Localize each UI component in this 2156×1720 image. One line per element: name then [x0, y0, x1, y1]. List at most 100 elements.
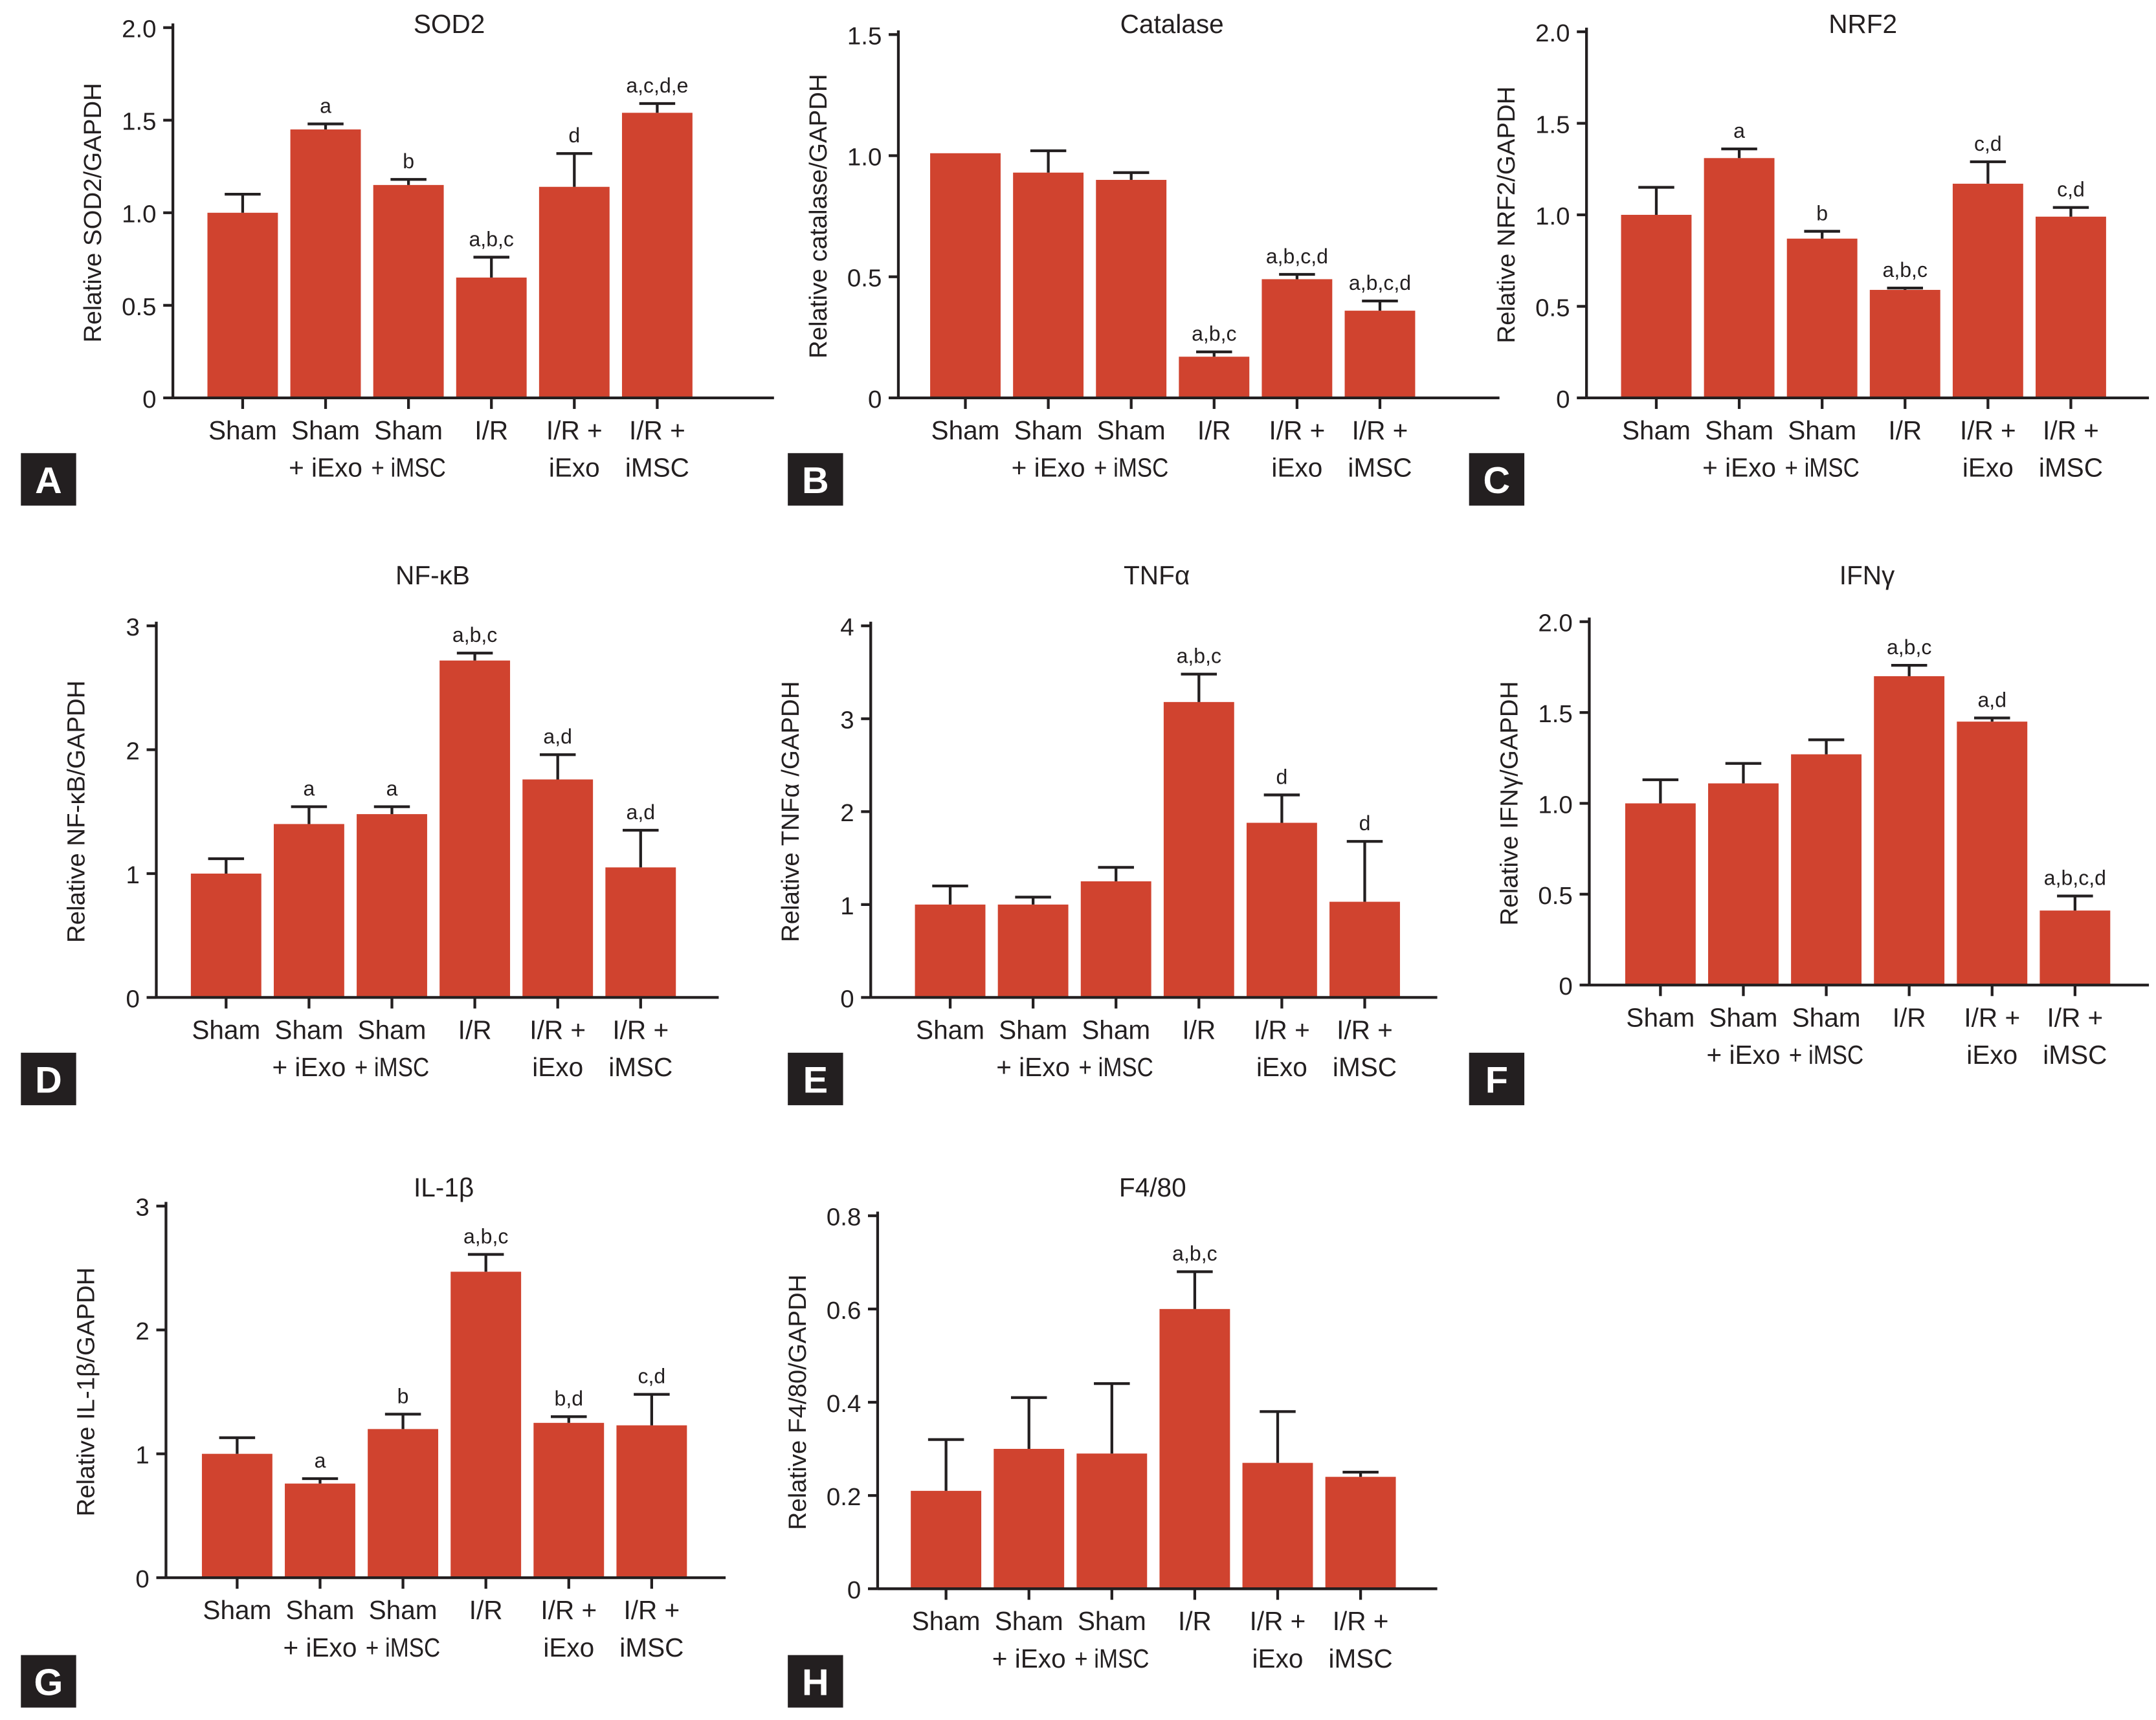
bar — [1076, 1453, 1148, 1589]
significance-label: a,d — [1978, 688, 2007, 711]
panel-f: Sham Sham + iExo Sham + iMSC a,b,c I/R a,d I/R +… — [1469, 560, 2150, 1105]
x-tick-label: I/R — [1893, 1002, 1926, 1032]
y-axis-label: Relative TNFα /GAPDH — [777, 681, 805, 943]
x-tick-label: + iExo — [1012, 453, 1085, 483]
x-tick-label: Sham — [274, 1015, 343, 1044]
bar — [1159, 1308, 1230, 1589]
x-tick-label: + iExo — [283, 1633, 357, 1662]
x-tick-label: iExo — [1966, 1040, 2017, 1070]
significance-label: a,b,c — [463, 1224, 508, 1248]
x-tick-label: + iExo — [996, 1052, 1070, 1082]
y-axis-label: Relative F4/80/GAPDH — [784, 1275, 812, 1530]
significance-label: a,b,c — [1192, 322, 1236, 346]
x-tick-label: I/R + — [612, 1015, 669, 1044]
bar — [450, 1272, 522, 1578]
y-tick-label: 1.5 — [1538, 700, 1572, 728]
significance-label: c,d — [2057, 178, 2085, 201]
x-tick-label: iExo — [532, 1052, 583, 1082]
y-tick-label: 1.0 — [1535, 203, 1570, 230]
x-tick-label: I/R + — [623, 1595, 680, 1625]
chart-title: TNFα — [1124, 560, 1190, 590]
bar — [930, 153, 1001, 398]
y-tick-label: 1 — [126, 861, 140, 889]
bar — [1080, 881, 1151, 998]
bar — [539, 186, 610, 398]
bar — [190, 873, 261, 998]
bar — [357, 814, 427, 998]
y-tick-label: 0 — [1559, 973, 1572, 1000]
x-tick-label: I/R + — [1960, 415, 2016, 445]
panel-label-box — [21, 453, 76, 506]
significance-label: a,b,c,d — [1349, 271, 1411, 294]
panel-label-box — [1469, 453, 1525, 506]
x-tick-label: I/R + — [540, 1595, 597, 1625]
bar — [1096, 179, 1167, 398]
chart-title: NF-κB — [395, 560, 470, 590]
y-tick-label: 2.0 — [1538, 610, 1572, 637]
bar — [605, 867, 676, 998]
y-tick-label: 0 — [868, 386, 882, 413]
significance-label: a,b,c — [1177, 645, 1221, 668]
y-tick-label: 0 — [135, 1565, 149, 1593]
panel-label: F — [1485, 1060, 1508, 1101]
y-tick-label: 0.6 — [827, 1297, 861, 1325]
x-tick-label: + iMSC — [355, 1052, 429, 1082]
bar — [1625, 803, 1696, 986]
bar — [1621, 214, 1692, 398]
y-tick-label: 2 — [135, 1318, 149, 1345]
x-tick-label: Sham — [912, 1606, 981, 1636]
x-tick-label: iMSC — [1348, 453, 1412, 483]
x-tick-label: Sham — [1709, 1002, 1778, 1032]
bar — [1704, 158, 1775, 398]
y-tick-label: 0.5 — [1535, 294, 1570, 322]
x-tick-label: I/R + — [1352, 415, 1408, 445]
significance-label: d — [568, 124, 580, 147]
y-tick-label: 2 — [126, 738, 140, 766]
x-tick-label: I/R + — [2043, 415, 2099, 445]
x-tick-label: Sham — [1082, 1015, 1150, 1044]
x-tick-label: Sham — [374, 415, 443, 445]
panel-label: D — [35, 1060, 62, 1101]
significance-label: a,b,c,d — [2044, 866, 2106, 890]
significance-label: a — [315, 1449, 326, 1472]
y-tick-label: 4 — [840, 613, 854, 641]
panel-label-box — [788, 1655, 843, 1708]
y-axis-label: Relative SOD2/GAPDH — [79, 83, 107, 342]
bar — [1874, 676, 1945, 986]
significance-label: a,b,c — [469, 227, 514, 250]
x-tick-label: + iMSC — [1789, 1040, 1863, 1070]
chart-title: SOD2 — [414, 9, 485, 39]
x-tick-label: + iMSC — [1079, 1052, 1153, 1082]
x-tick-label: I/R — [1182, 1015, 1216, 1044]
bar — [1869, 289, 1940, 398]
x-tick-label: Sham — [1792, 1002, 1861, 1032]
y-tick-label: 0 — [847, 1576, 861, 1604]
x-tick-label: Sham — [1788, 415, 1856, 445]
bar — [2039, 910, 2111, 986]
x-tick-label: iExo — [549, 453, 600, 483]
bar — [1013, 172, 1084, 398]
x-tick-label: iExo — [1256, 1052, 1307, 1082]
y-tick-label: 1.5 — [122, 108, 156, 136]
panel-b: Sham Sham + iExo Sham + iMSC a,b,c I/R a,b,c,d I… — [788, 9, 1500, 506]
bar — [1952, 183, 2023, 398]
x-tick-label: I/R — [1197, 415, 1231, 445]
significance-label: a,b,c — [452, 623, 497, 646]
x-tick-label: Sham — [1705, 415, 1773, 445]
x-tick-label: I/R + — [1269, 415, 1326, 445]
x-tick-label: Sham — [1014, 415, 1083, 445]
panel-c: Sham a Sham + iExo b Sham + iMSC a,b,c I/R c,d I/R… — [1469, 9, 2150, 506]
significance-label: b — [397, 1384, 409, 1407]
x-tick-label: I/R + — [1254, 1015, 1310, 1044]
y-tick-label: 2.0 — [122, 16, 156, 43]
y-tick-label: 0.5 — [122, 293, 156, 321]
y-tick-label: 0.5 — [1538, 882, 1572, 910]
y-tick-label: 0 — [126, 985, 140, 1013]
x-tick-label: iMSC — [619, 1633, 683, 1662]
bar — [1329, 901, 1400, 998]
significance-label: a,b,c — [1172, 1242, 1217, 1265]
panel-label: H — [802, 1662, 829, 1704]
bar — [290, 129, 361, 398]
x-tick-label: iExo — [1271, 453, 1322, 483]
